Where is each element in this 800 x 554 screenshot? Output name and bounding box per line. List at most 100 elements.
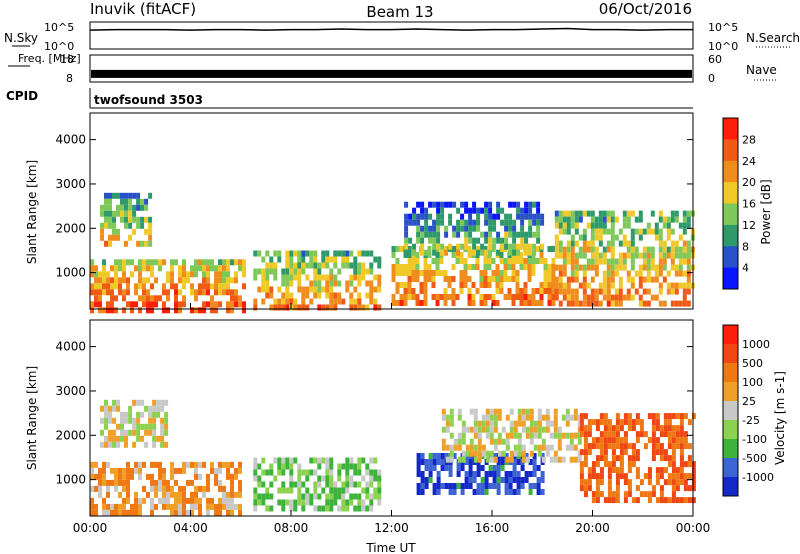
power-cell [464, 243, 469, 250]
velocity-cell [309, 457, 314, 464]
velocity-cell [238, 485, 242, 492]
power-cell [527, 264, 532, 270]
velocity-cell [281, 481, 286, 488]
velocity-cell [329, 505, 334, 512]
velocity-cell [456, 483, 461, 489]
power-cell [606, 282, 611, 289]
power-cell [590, 228, 595, 235]
power-cell [432, 225, 437, 232]
power-cell [614, 234, 619, 241]
velocity-cell [436, 471, 441, 477]
power-cell [515, 270, 520, 276]
velocity-cell [277, 457, 282, 464]
power-cell [662, 216, 667, 223]
velocity-cell [468, 471, 473, 477]
power-cell [104, 204, 108, 211]
power-cell [202, 265, 206, 272]
power-cell [618, 300, 623, 307]
velocity-cell [132, 429, 137, 436]
velocity-cell [289, 481, 294, 488]
velocity-cell [424, 483, 429, 489]
velocity-cell [156, 399, 161, 406]
velocity-cell [441, 426, 446, 433]
velocity-cell [140, 399, 145, 406]
power-cell [411, 258, 416, 264]
power-cell [301, 286, 306, 293]
power-cell [570, 216, 575, 223]
power-cell [582, 240, 587, 247]
velocity-cell [603, 443, 608, 450]
velocity-cell [631, 455, 636, 462]
velocity-cell [528, 483, 533, 489]
velocity-cell [663, 449, 668, 456]
power-cell [495, 288, 500, 294]
power-cell [491, 300, 496, 306]
velocity-cell [158, 479, 162, 486]
velocity-cell [120, 435, 124, 442]
power-cell [94, 265, 98, 272]
power-cell [369, 298, 374, 305]
velocity-cell [126, 467, 130, 474]
power-cell [403, 264, 408, 270]
power-cell [480, 243, 485, 250]
power-cell [285, 286, 290, 293]
velocity-cell [170, 503, 174, 510]
power-cell [630, 210, 635, 217]
power-cell [142, 277, 146, 284]
velocity-cell [587, 425, 592, 432]
power-cell [606, 300, 611, 307]
power-cell [234, 289, 238, 296]
power-cell [658, 246, 663, 253]
power-cell [124, 216, 128, 223]
power-cell [622, 252, 627, 259]
velocity-cell [108, 417, 112, 424]
power-cell [566, 228, 571, 235]
velocity-cell [465, 426, 470, 433]
velocity-cell [468, 459, 473, 465]
power-colorbar-frame [722, 117, 739, 290]
velocity-cell [583, 461, 588, 468]
velocity-cell [444, 465, 449, 471]
power-cell [100, 204, 104, 211]
power-cell [598, 288, 603, 295]
power-cell [404, 213, 409, 220]
power-cell [317, 268, 322, 275]
velocity-cell [100, 417, 104, 424]
velocity-cell [317, 457, 322, 464]
velocity-cell [587, 479, 592, 486]
velocity-cell [190, 491, 194, 498]
velocity-cell [671, 485, 676, 492]
velocity-cell [114, 503, 118, 510]
power-cell [345, 250, 350, 257]
velocity-cell [178, 467, 182, 474]
velocity-cell [603, 497, 608, 504]
power-cell [508, 249, 513, 256]
power-cell [353, 274, 358, 281]
power-cell [532, 243, 537, 250]
power-cell [682, 300, 687, 307]
power-cell [293, 298, 298, 305]
power-cell [520, 225, 525, 232]
power-cell [130, 271, 134, 278]
velocity-cell [198, 509, 202, 516]
velocity-cell [420, 471, 425, 477]
velocity-cell [90, 473, 94, 480]
power-cell [411, 276, 416, 282]
velocity-cell [476, 483, 481, 489]
power-cell [391, 300, 396, 306]
power-cell [451, 300, 456, 306]
power-cell [678, 234, 683, 241]
velocity-cell [222, 503, 226, 510]
velocity-cell [134, 461, 138, 468]
power-cell [210, 265, 214, 272]
velocity-cell [477, 432, 482, 439]
velocity-cell [214, 467, 218, 474]
velocity-cell [457, 414, 462, 421]
power-cell [558, 246, 563, 253]
power-cell [536, 213, 541, 220]
power-cell [495, 276, 500, 282]
power-colorbar-swatch [723, 267, 738, 290]
power-cell [479, 270, 484, 276]
velocity-xtick-label: 12:00 [374, 521, 409, 535]
